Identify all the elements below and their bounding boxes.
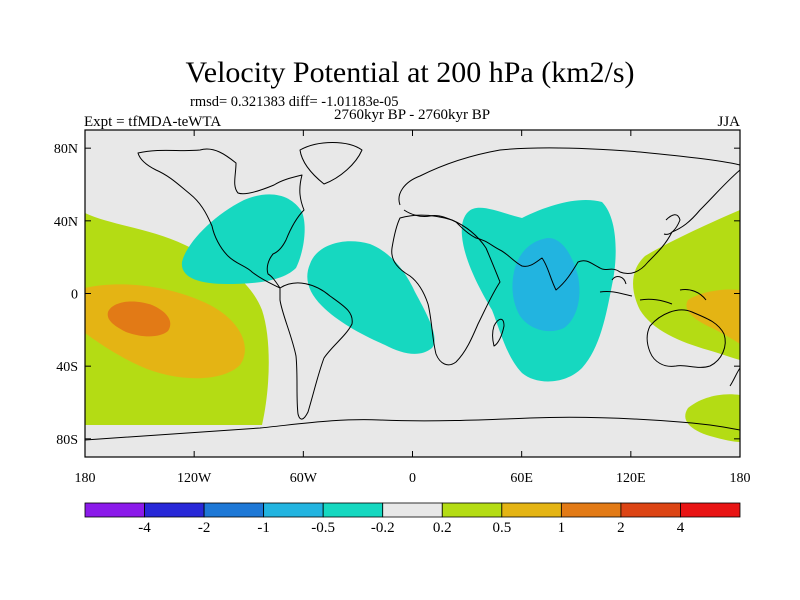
contour-fills: [85, 194, 740, 442]
chart-title: Velocity Potential at 200 hPa (km2/s): [185, 56, 634, 89]
coast-indonesia: [599, 276, 707, 305]
y-tick-label: 40N: [54, 215, 78, 230]
colorbar-label: -2: [198, 520, 211, 536]
experiment-label: Expt = tfMDA-teWTA: [84, 114, 221, 130]
colorbar-swatch: [322, 502, 384, 518]
colorbar-label: 2: [617, 520, 625, 536]
colorbar-label: -0.5: [311, 520, 335, 536]
colorbar-label: -0.2: [371, 520, 395, 536]
coast-madagascar: [492, 318, 505, 347]
coast-antarctica: [85, 416, 740, 441]
coastlines: [85, 142, 740, 441]
x-tick-label: 180: [730, 471, 751, 486]
x-tick-label: 180: [75, 471, 96, 486]
region-atlantic-negative: [307, 241, 435, 354]
colorbar-swatch: [263, 502, 324, 518]
colorbar-swatch: [620, 502, 681, 518]
coast-japan: [663, 214, 681, 235]
x-tick-label: 0: [409, 471, 416, 486]
coast-new-zealand: [729, 367, 740, 387]
region-maritime-core: [686, 289, 740, 344]
colorbar-label: 0.2: [433, 520, 452, 536]
stats-line: rmsd= 0.321383 diff= -1.01183e-05: [190, 94, 398, 110]
y-tick-label: 80S: [56, 433, 78, 448]
region-west-pacific-peak: [107, 301, 171, 337]
colorbar-label: -4: [138, 520, 151, 536]
colorbar-swatch: [144, 502, 205, 518]
y-tick-label: 0: [71, 288, 78, 303]
coast-north-america: [137, 148, 305, 289]
region-indian-ocean-core: [512, 238, 580, 332]
coast-africa: [391, 214, 501, 366]
map-axes: 180 120W 60W 0 60E 120E 180 80N 40N 0 40S 80S: [54, 130, 751, 486]
colorbar-swatch: [680, 502, 741, 518]
colorbar-label: -1: [257, 520, 270, 536]
x-tick-label: 60W: [290, 471, 318, 486]
x-tick-label: 60E: [510, 471, 533, 486]
colorbar: -4 -2 -1 -0.5 -0.2 0.2 0.5 1 2 4: [84, 502, 741, 536]
x-tick-label: 120E: [616, 471, 646, 486]
colorbar-swatch: [382, 502, 443, 518]
colorbar-label: 4: [677, 520, 685, 536]
colorbar-swatch: [84, 502, 145, 518]
coast-south-america: [279, 282, 353, 420]
colorbar-label: 0.5: [492, 520, 511, 536]
colorbar-label: 1: [558, 520, 566, 536]
colorbar-swatch: [203, 502, 265, 518]
x-tick-label: 120W: [177, 471, 212, 486]
colorbar-swatch: [441, 502, 503, 518]
map-plot-area: [85, 130, 740, 457]
season-label: JJA: [717, 114, 740, 130]
colorbar-swatch: [501, 502, 562, 518]
coast-australia: [646, 309, 726, 368]
region-north-america-negative: [181, 194, 305, 284]
period-label: 2760kyr BP - 2760kyr BP: [334, 107, 490, 123]
colorbar-swatch: [560, 502, 622, 518]
y-tick-label: 80N: [54, 142, 78, 157]
region-south-pacific-positive: [685, 394, 740, 442]
coast-greenland: [299, 142, 363, 185]
coast-eurasia: [398, 147, 740, 291]
y-tick-label: 40S: [56, 360, 78, 375]
